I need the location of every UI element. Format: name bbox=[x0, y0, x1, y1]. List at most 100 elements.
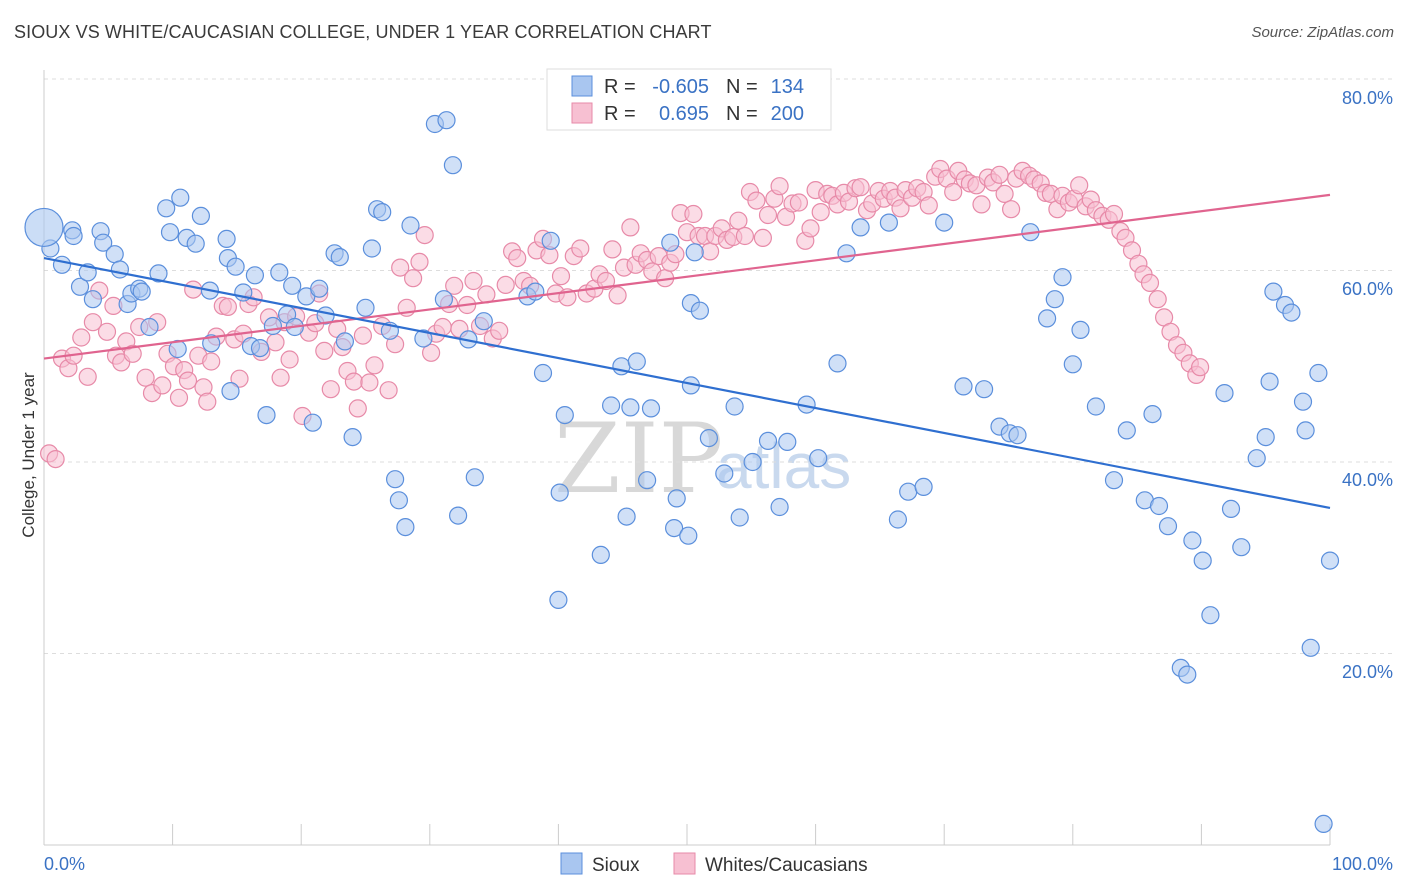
sioux-point-14 bbox=[132, 282, 151, 301]
sioux-point-113 bbox=[1037, 309, 1057, 328]
sioux-point-74 bbox=[601, 396, 621, 415]
whites-point-189 bbox=[1140, 273, 1160, 292]
sioux-point-4 bbox=[70, 277, 90, 296]
sioux-point-141 bbox=[1301, 638, 1320, 657]
whites-point-56 bbox=[353, 326, 372, 345]
sioux-point-10 bbox=[110, 260, 130, 279]
legend: Sioux Whites/Caucasians bbox=[560, 852, 868, 876]
sioux-point-71 bbox=[550, 483, 569, 502]
sioux-point-127 bbox=[1183, 531, 1202, 550]
sioux-point-26 bbox=[217, 229, 236, 248]
whites-point-125 bbox=[770, 177, 789, 196]
whites-point-88 bbox=[551, 267, 571, 286]
chart-title: SIOUX VS WHITE/CAUCASIAN COLLEGE, UNDER … bbox=[14, 22, 712, 42]
whites-point-132 bbox=[811, 203, 830, 222]
whites-point-165 bbox=[1001, 200, 1021, 219]
sioux-point-134 bbox=[1256, 428, 1275, 447]
sioux-point-140 bbox=[1296, 421, 1315, 440]
sioux-point-144 bbox=[1320, 551, 1340, 570]
legend-label-whites: Whites/Caucasians bbox=[705, 855, 868, 876]
sioux-point-143 bbox=[1314, 814, 1333, 834]
whites-point-40 bbox=[266, 333, 285, 352]
whites-point-160 bbox=[972, 195, 991, 214]
whites-point-139 bbox=[851, 178, 870, 197]
stats-swatch-sioux bbox=[571, 75, 593, 97]
sioux-point-92 bbox=[730, 508, 749, 527]
whites-point-128 bbox=[789, 193, 809, 212]
sioux-point-1 bbox=[52, 255, 72, 274]
sioux-point-115 bbox=[1053, 268, 1072, 287]
sioux-point-78 bbox=[627, 352, 646, 371]
sioux-point-9 bbox=[105, 245, 124, 264]
sioux-point-133 bbox=[1247, 449, 1266, 468]
sioux-point-126 bbox=[1178, 665, 1197, 684]
y-tick-label-40: 40.0% bbox=[1342, 470, 1393, 490]
whites-point-95 bbox=[596, 271, 616, 291]
whites-point-41 bbox=[271, 368, 290, 387]
sioux-point-81 bbox=[661, 233, 680, 252]
whites-point-74 bbox=[464, 271, 483, 291]
stats-r-value-whites: 0.695 bbox=[659, 103, 709, 125]
whites-point-34 bbox=[230, 369, 249, 388]
sioux-point-41 bbox=[303, 413, 322, 432]
sioux-point-79 bbox=[637, 471, 657, 490]
trend-line-sioux bbox=[43, 256, 1331, 510]
whites-point-9 bbox=[97, 322, 117, 341]
sioux-point-135 bbox=[1260, 372, 1279, 391]
sioux-point-57 bbox=[414, 329, 433, 348]
sioux-point-89 bbox=[699, 429, 719, 448]
sioux-point-117 bbox=[1071, 320, 1090, 339]
sioux-point-28 bbox=[221, 382, 240, 401]
whites-point-130 bbox=[801, 219, 820, 238]
sioux-point-70 bbox=[549, 590, 568, 610]
sioux-point-48 bbox=[356, 298, 375, 317]
sioux-point-32 bbox=[245, 266, 264, 285]
sioux-point-96 bbox=[778, 432, 797, 451]
sioux-point-73 bbox=[591, 545, 610, 565]
y-tick-label-80: 80.0% bbox=[1342, 88, 1393, 108]
whites-point-57 bbox=[360, 373, 379, 392]
trend-lines bbox=[43, 193, 1331, 510]
sioux-point-130 bbox=[1215, 384, 1234, 403]
sioux-point-42 bbox=[310, 279, 329, 298]
whites-point-197 bbox=[1190, 358, 1210, 377]
y-tick-label-20: 20.0% bbox=[1342, 662, 1393, 682]
sioux-point-62 bbox=[449, 506, 468, 525]
whites-point-66 bbox=[415, 226, 434, 245]
sioux-point-84 bbox=[679, 526, 698, 545]
y-axis-title: College, Under 1 year bbox=[19, 372, 38, 538]
sioux-point-6 bbox=[83, 290, 103, 309]
sioux-point-142 bbox=[1309, 363, 1328, 383]
sioux-point-103 bbox=[888, 510, 908, 529]
sioux-point-25 bbox=[202, 334, 221, 353]
whites-point-28 bbox=[198, 392, 217, 411]
whites-point-32 bbox=[218, 297, 237, 316]
sioux-point-35 bbox=[263, 316, 282, 336]
sioux-point-61 bbox=[443, 156, 462, 175]
whites-point-25 bbox=[184, 280, 203, 299]
legend-swatch-sioux bbox=[560, 852, 583, 875]
watermark-zip: ZIP bbox=[554, 403, 723, 515]
whites-point-91 bbox=[571, 239, 590, 258]
sioux-point-90 bbox=[715, 464, 734, 483]
sioux-point-101 bbox=[851, 218, 870, 237]
whites-point-177 bbox=[1070, 176, 1089, 195]
whites-point-64 bbox=[404, 269, 423, 288]
whites-point-65 bbox=[410, 252, 429, 271]
sioux-point-83 bbox=[667, 489, 686, 508]
x-tick-label-0: 0.0% bbox=[44, 854, 85, 874]
sioux-point-108 bbox=[974, 380, 994, 399]
sioux-point-122 bbox=[1143, 405, 1162, 424]
sioux-point-102 bbox=[879, 213, 899, 232]
sioux-point-33 bbox=[250, 339, 270, 358]
sioux-point-136 bbox=[1264, 282, 1283, 301]
stats-swatch-whites bbox=[571, 102, 593, 124]
legend-swatch-whites bbox=[673, 852, 696, 875]
sioux-point-80 bbox=[641, 399, 661, 418]
sioux-point-93 bbox=[743, 452, 762, 472]
source-credit: Source: ZipAtlas.com bbox=[1251, 24, 1394, 41]
sioux-point-46 bbox=[335, 332, 354, 351]
sioux-point-91 bbox=[725, 397, 744, 416]
whites-point-81 bbox=[508, 249, 527, 268]
sioux-point-94 bbox=[758, 431, 778, 450]
